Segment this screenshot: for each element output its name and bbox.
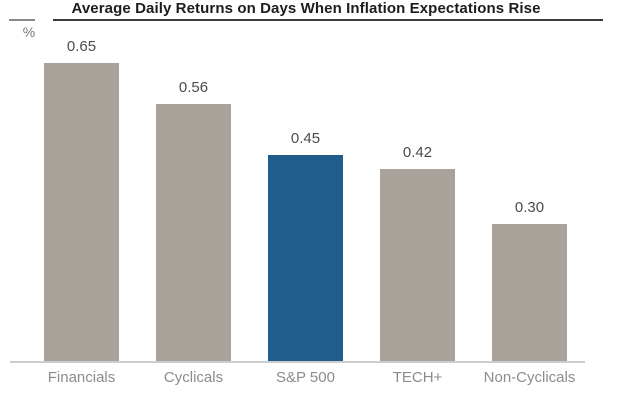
bar-value-label: 0.42 (402, 144, 433, 161)
bar-group: 0.30 Non-Cyclicals (484, 0, 576, 400)
unit-axis-rule (9, 19, 35, 21)
category-label: Cyclicals (163, 369, 224, 386)
title-underline-rule (53, 19, 603, 21)
y-axis-unit-label: % (22, 24, 36, 40)
chart-title: Average Daily Returns on Days When Infla… (71, 0, 541, 17)
bar (492, 224, 567, 362)
bar-group: 0.65 Financials (44, 0, 119, 400)
bar-value-label: 0.56 (178, 79, 209, 96)
category-label: TECH+ (392, 369, 443, 386)
category-label: Non-Cyclicals (483, 369, 576, 386)
category-label: S&P 500 (276, 369, 335, 386)
bar-value-label: 0.45 (290, 130, 321, 147)
bar (156, 104, 231, 362)
bar-group: 0.56 Cyclicals (156, 0, 231, 400)
bar-value-label: 0.30 (514, 199, 545, 216)
x-axis-baseline (10, 361, 585, 363)
bar (380, 169, 455, 362)
bar (268, 155, 343, 362)
bar-group: 0.45 S&P 500 (268, 0, 343, 400)
bar-group: 0.42 TECH+ (380, 0, 455, 400)
category-label: Financials (47, 369, 116, 386)
bar-value-label: 0.65 (66, 38, 97, 55)
bar (44, 63, 119, 362)
